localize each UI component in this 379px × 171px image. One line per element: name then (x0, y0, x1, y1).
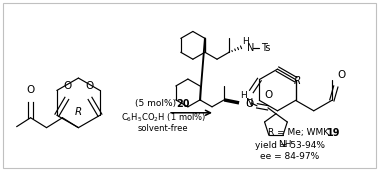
Text: O: O (85, 81, 93, 91)
Text: Ts: Ts (261, 43, 270, 53)
Text: O: O (265, 90, 273, 100)
Text: O: O (245, 99, 254, 109)
Text: O: O (27, 85, 35, 95)
Text: R: R (294, 76, 301, 87)
Text: 20: 20 (176, 99, 190, 109)
Text: C$_6$H$_5$CO$_2$H (1 mol%): C$_6$H$_5$CO$_2$H (1 mol%) (121, 111, 206, 124)
Text: ee = 84-97%: ee = 84-97% (260, 152, 319, 161)
Text: (5 mol%): (5 mol%) (135, 99, 176, 108)
Text: yield = 53-94%: yield = 53-94% (255, 141, 325, 150)
Text: N: N (247, 43, 254, 53)
Text: O: O (338, 70, 346, 80)
Text: O: O (64, 81, 72, 91)
Text: R: R (75, 107, 82, 117)
Text: NH: NH (278, 140, 292, 149)
Text: 19: 19 (326, 128, 340, 138)
Text: H: H (242, 37, 249, 46)
Text: solvent-free: solvent-free (138, 124, 188, 133)
Text: H: H (240, 91, 247, 100)
Text: R = Me; WMK: R = Me; WMK (268, 128, 332, 137)
Text: N: N (246, 98, 254, 108)
